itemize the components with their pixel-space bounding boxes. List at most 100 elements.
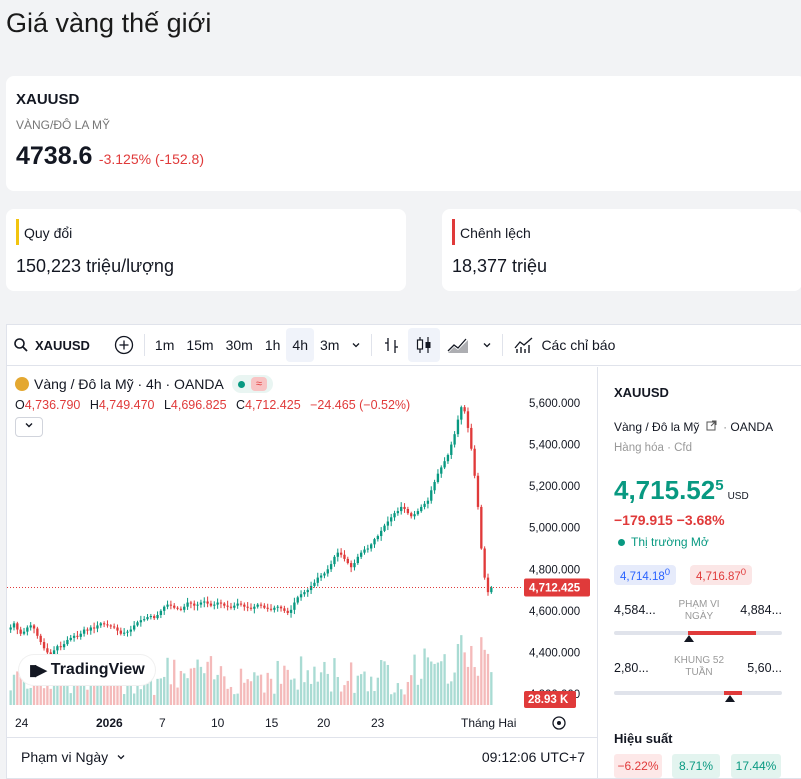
volume-bar bbox=[333, 658, 336, 705]
week52-fill bbox=[724, 691, 742, 695]
compare-button[interactable] bbox=[108, 328, 140, 362]
area-chart-icon bbox=[447, 338, 469, 353]
volume-bar bbox=[223, 676, 226, 705]
chevron-down-icon bbox=[352, 343, 360, 348]
interval-3m[interactable]: 3m bbox=[319, 337, 340, 353]
chart-clock[interactable]: 09:12:06 UTC+7 bbox=[481, 749, 585, 765]
range-label: Phạm vi Ngày bbox=[21, 749, 109, 765]
legend-change: −24.465 (−0.52%) bbox=[310, 398, 411, 412]
candle-body bbox=[173, 605, 176, 608]
conversion-card: Quy đổi 150,223 triệu/lượng bbox=[6, 209, 406, 291]
candle-body bbox=[32, 625, 36, 629]
volume-bar bbox=[423, 648, 426, 705]
volume-bar bbox=[229, 686, 233, 705]
range-selector[interactable]: Phạm vi Ngày bbox=[21, 749, 126, 765]
volume-bar bbox=[326, 673, 329, 705]
low-value: 4,696.825 bbox=[170, 398, 227, 412]
interval-dropdown[interactable] bbox=[345, 328, 367, 362]
interval-15m[interactable]: 15m bbox=[186, 337, 214, 353]
candle-body bbox=[273, 607, 276, 610]
week52-marker bbox=[725, 695, 735, 702]
candles-icon bbox=[417, 337, 431, 353]
volume-bar bbox=[366, 691, 369, 705]
volume-bar bbox=[473, 667, 476, 705]
indicators-button[interactable]: Các chỉ báo bbox=[507, 328, 621, 362]
interval-4h[interactable]: 4h bbox=[286, 328, 314, 362]
volume-bar bbox=[346, 680, 349, 705]
details-exchange: OANDA bbox=[730, 420, 774, 434]
candle-body bbox=[239, 603, 243, 605]
quote-symbol: XAUUSD bbox=[16, 91, 80, 108]
volume-bar bbox=[243, 682, 246, 705]
volume-bar bbox=[22, 675, 26, 705]
x-tick-label: 24 bbox=[15, 716, 29, 730]
ask-sup: 0 bbox=[740, 567, 747, 578]
candle-body bbox=[19, 629, 22, 634]
volume-bar bbox=[82, 684, 86, 705]
tradingview-logo[interactable]: ▮▶ TradingView bbox=[19, 655, 155, 685]
volume-bar bbox=[373, 691, 376, 705]
candle-body bbox=[349, 563, 353, 568]
candle-body bbox=[430, 490, 433, 501]
chart-footer: Phạm vi Ngày 09:12:06 UTC+7 bbox=[7, 737, 597, 779]
quote-card: XAUUSD VÀNG/ĐÔ LA MỸ 4738.6 -3.125% (-15… bbox=[6, 76, 801, 191]
candles-style-button[interactable] bbox=[408, 328, 441, 362]
candle-body bbox=[76, 635, 79, 637]
volume-bar bbox=[199, 666, 203, 705]
candle-body bbox=[299, 594, 303, 598]
area-style-button[interactable] bbox=[440, 328, 476, 362]
candle-body bbox=[146, 617, 149, 620]
performance-cell[interactable]: 8.71% bbox=[672, 754, 720, 778]
interval-1m[interactable]: 1m bbox=[154, 337, 175, 353]
volume-bar bbox=[440, 661, 443, 705]
quote-price-row: 4738.6 -3.125% (-152.8) bbox=[16, 142, 204, 171]
interval-1h[interactable]: 1h bbox=[264, 337, 281, 353]
candle-body bbox=[213, 604, 216, 606]
week52-label: KHUNG 52 TUẦN bbox=[673, 655, 724, 678]
price-chart[interactable]: 5,600.000 5,400.000 5,200.000 5,000.000 4,80… bbox=[7, 367, 595, 737]
day-range-fill bbox=[688, 631, 756, 635]
candle-body bbox=[186, 602, 189, 607]
legend-collapse-button[interactable] bbox=[15, 417, 43, 437]
candle-body bbox=[316, 577, 319, 583]
ask-value: 4,716.87 bbox=[696, 570, 741, 583]
last-price-tag bbox=[524, 578, 590, 597]
volume-bar bbox=[430, 661, 433, 705]
volume-bar bbox=[186, 678, 189, 705]
candle-body bbox=[490, 587, 493, 593]
volume-bar bbox=[183, 673, 186, 705]
candle-body bbox=[470, 427, 473, 449]
candle-body bbox=[283, 608, 286, 611]
week52-range: 2,80... KHUNG 52 TUẦN 5,60... bbox=[614, 655, 782, 685]
candle-body bbox=[309, 585, 313, 591]
candle-body bbox=[209, 603, 213, 606]
candle-body bbox=[102, 623, 106, 625]
chart-type-dropdown[interactable] bbox=[476, 328, 498, 362]
candle-body bbox=[383, 525, 386, 531]
candle-body bbox=[116, 627, 119, 631]
volume-bar bbox=[273, 693, 276, 705]
market-status-pill[interactable]: ≈ bbox=[231, 375, 273, 393]
candle-body bbox=[456, 419, 460, 435]
candle-body bbox=[463, 407, 466, 412]
performance-cell[interactable]: −6.22% bbox=[614, 754, 662, 778]
volume-bar bbox=[456, 643, 460, 705]
candle-body bbox=[112, 626, 116, 628]
interval-30m[interactable]: 30m bbox=[225, 337, 253, 353]
volume-bar bbox=[380, 660, 383, 705]
volume-bar bbox=[490, 672, 493, 705]
candle-body bbox=[16, 623, 19, 630]
volume-bar bbox=[226, 688, 229, 705]
candle-body bbox=[410, 513, 413, 517]
volume-bar bbox=[39, 672, 42, 705]
candle-body bbox=[39, 635, 42, 643]
external-link-icon[interactable] bbox=[706, 420, 717, 431]
quote-change: -3.125% (-152.8) bbox=[98, 151, 204, 167]
candle-body bbox=[86, 629, 89, 631]
bars-style-button[interactable] bbox=[376, 328, 408, 362]
candle-body bbox=[179, 608, 183, 610]
performance-cell[interactable]: 17.44% bbox=[731, 754, 781, 778]
spread-card: Chênh lệch 18,377 triệu bbox=[442, 209, 801, 291]
symbol-search[interactable]: XAUUSD bbox=[7, 328, 96, 362]
candle-body bbox=[36, 628, 39, 636]
